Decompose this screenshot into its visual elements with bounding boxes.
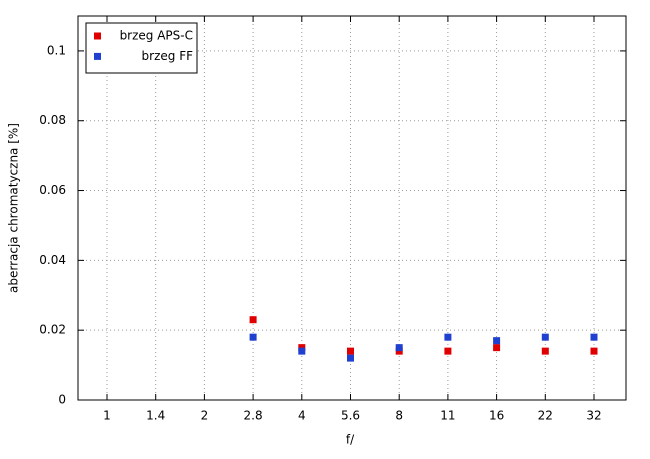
y-tick-label: 0 bbox=[58, 393, 66, 407]
marker bbox=[298, 347, 306, 355]
marker bbox=[444, 347, 452, 355]
marker bbox=[249, 316, 257, 324]
legend-marker bbox=[94, 52, 101, 60]
marker bbox=[444, 333, 452, 341]
marker bbox=[395, 344, 403, 352]
x-tick-label: 1 bbox=[103, 409, 111, 423]
y-tick-label: 0.1 bbox=[47, 43, 66, 57]
legend-label: brzeg FF bbox=[142, 49, 194, 63]
legend-label: brzeg APS-C bbox=[120, 29, 193, 43]
x-tick-label: 4 bbox=[298, 409, 306, 423]
marker bbox=[541, 333, 549, 341]
y-tick-label: 0.08 bbox=[39, 113, 66, 127]
x-tick-label: 8 bbox=[395, 409, 403, 423]
y-tick-label: 0.06 bbox=[39, 183, 66, 197]
x-tick-label: 16 bbox=[489, 409, 504, 423]
x-tick-label: 11 bbox=[440, 409, 455, 423]
marker bbox=[493, 337, 501, 345]
x-tick-label: 5.6 bbox=[341, 409, 360, 423]
x-tick-label: 1.4 bbox=[146, 409, 165, 423]
x-tick-label: 2 bbox=[201, 409, 209, 423]
marker bbox=[347, 354, 354, 362]
x-tick-label: 22 bbox=[538, 409, 553, 423]
marker bbox=[590, 333, 598, 341]
plot-frame bbox=[77, 15, 627, 401]
legend-marker bbox=[94, 32, 101, 40]
y-tick-label: 0.02 bbox=[39, 323, 66, 337]
x-tick-label: 2.8 bbox=[244, 409, 263, 423]
x-axis-label: f/ bbox=[346, 433, 355, 447]
marker bbox=[590, 347, 598, 355]
legend-box bbox=[85, 22, 198, 74]
marker bbox=[541, 347, 549, 355]
marker bbox=[493, 344, 501, 352]
marker bbox=[249, 333, 257, 341]
y-axis-label: aberracja chromatyczna [%] bbox=[7, 123, 21, 293]
marker bbox=[347, 347, 354, 355]
x-tick-label: 32 bbox=[586, 409, 601, 423]
y-tick-label: 0.04 bbox=[39, 253, 66, 267]
